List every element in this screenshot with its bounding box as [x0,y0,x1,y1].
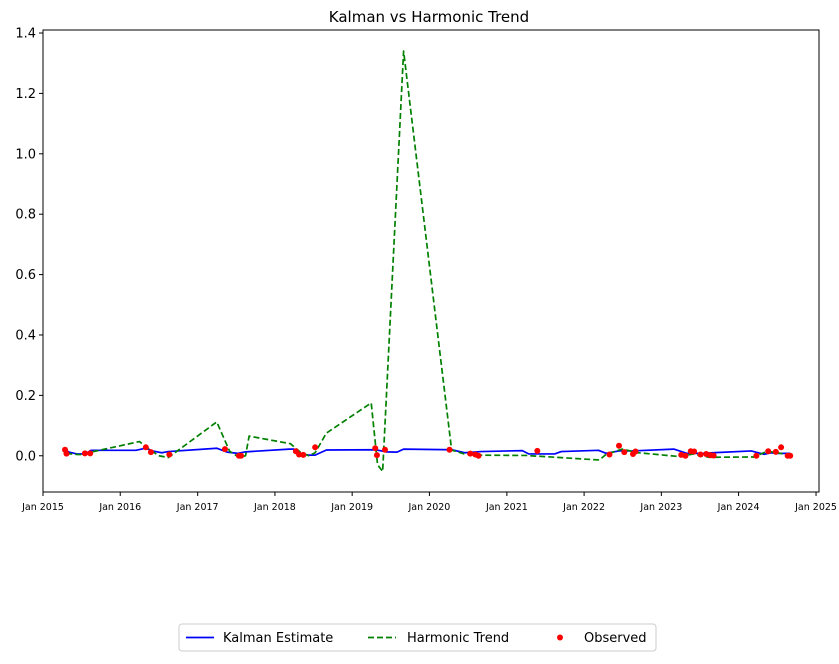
harmonic-trend-line [66,50,791,473]
y-tick-label: 1.0 [15,147,36,162]
observed-point [63,450,70,457]
y-tick-label: 0.4 [15,328,36,343]
observed-point [221,446,228,453]
observed-point [373,452,380,459]
y-tick-label: 1.4 [15,27,36,42]
observed-point [772,448,779,455]
observed-point [372,445,379,452]
chart-title: Kalman vs Harmonic Trend [329,8,529,26]
x-tick-label: Jan 2022 [562,502,605,513]
observed-point [632,448,639,455]
observed-point [467,450,474,457]
observed-point [787,452,794,459]
observed-point [753,452,760,459]
observed-point [238,452,245,459]
legend-label: Kalman Estimate [223,631,333,646]
observed-point [621,449,628,456]
y-tick-label: 0.8 [15,208,36,223]
axes-frame [42,29,820,493]
x-tick-label: Jan 2025 [794,502,837,513]
observed-point [87,450,94,457]
y-tick-label: 0.2 [15,389,36,404]
y-tick-label: 0.6 [15,268,36,283]
x-tick-label: Jan 2020 [407,502,450,513]
kalman-estimate-line [65,447,791,457]
observed-point [312,444,319,451]
x-tick-label: Jan 2023 [639,502,682,513]
legend-box [178,623,657,652]
y-tick-label: 0.0 [15,449,36,464]
observed-point [710,452,717,459]
observed-point [616,442,623,449]
observed-point [81,450,88,457]
observed-point [446,446,453,453]
observed-point [682,452,689,459]
observed-point [606,451,613,458]
observed-point [765,448,772,455]
plot-area [62,50,794,473]
x-tick-label: Jan 2015 [21,502,64,513]
axes: 0.0 0.2 0.4 0.6 0.8 1.0 1.2 1.4 Jan 2015 Jan 2016… [15,27,837,513]
x-tick-label: Jan 2016 [98,502,141,513]
observed-point [534,447,541,454]
y-tick-label: 1.2 [15,87,36,102]
legend-marker-observed [557,634,563,641]
x-tick-label: Jan 2019 [330,502,373,513]
observed-point [691,448,698,455]
x-tick-label: Jan 2017 [176,502,219,513]
legend: Kalman Estimate Harmonic Trend Observed [178,623,657,652]
observed-point [142,444,149,451]
x-tick-label: Jan 2021 [485,502,528,513]
x-tick-label: Jan 2024 [717,502,760,513]
legend-label: Observed [584,631,647,646]
observed-point [166,451,173,458]
legend-label: Harmonic Trend [407,631,509,646]
observed-point [697,451,704,458]
observed-point [300,451,307,458]
observed-point [778,444,785,451]
x-tick-label: Jan 2018 [253,502,296,513]
observed-point [147,449,154,456]
observed-point [381,446,388,453]
observed-point [475,452,482,459]
